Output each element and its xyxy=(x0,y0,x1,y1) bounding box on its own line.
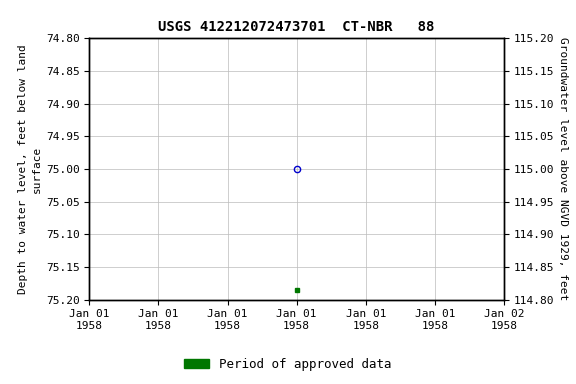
Y-axis label: Groundwater level above NGVD 1929, feet: Groundwater level above NGVD 1929, feet xyxy=(558,37,569,301)
Legend: Period of approved data: Period of approved data xyxy=(179,353,397,376)
Title: USGS 412212072473701  CT-NBR   88: USGS 412212072473701 CT-NBR 88 xyxy=(158,20,435,35)
Y-axis label: Depth to water level, feet below land
surface: Depth to water level, feet below land su… xyxy=(18,44,41,294)
